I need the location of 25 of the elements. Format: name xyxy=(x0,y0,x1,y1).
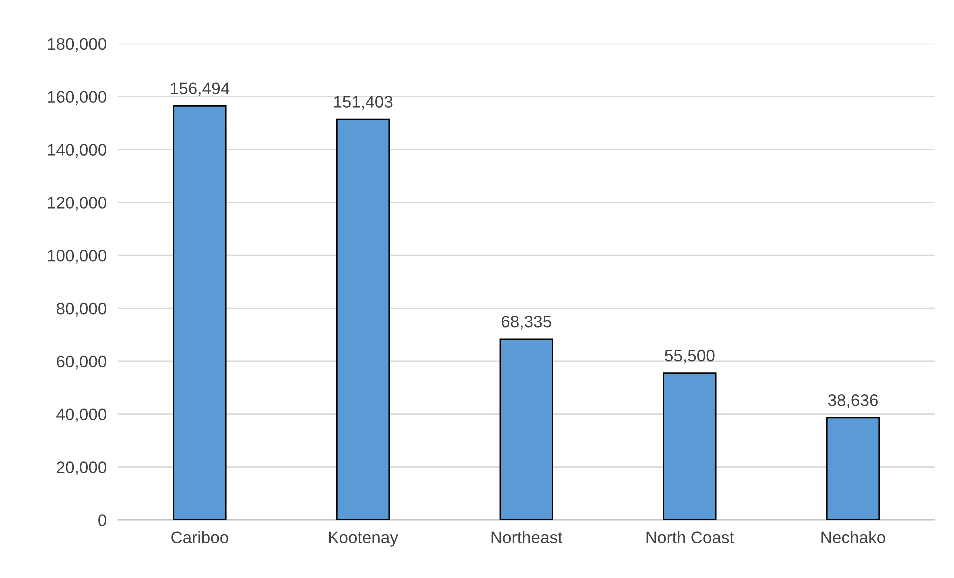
y-tick-label: 100,000 xyxy=(48,250,107,264)
y-tick-label: 60,000 xyxy=(57,356,107,370)
x-tick-label: Northeast xyxy=(492,531,563,544)
data-label: 55,500 xyxy=(665,350,715,364)
y-tick-label: 20,000 xyxy=(57,462,107,476)
data-label: 68,335 xyxy=(502,316,552,330)
y-tick-label: 180,000 xyxy=(48,38,107,52)
x-tick-label: North Coast xyxy=(646,531,734,544)
data-label: 151,403 xyxy=(334,96,393,110)
bar xyxy=(500,338,554,520)
y-tick-label: 80,000 xyxy=(56,302,107,317)
bar xyxy=(336,118,390,520)
x-tick-label: Nechako xyxy=(822,531,886,544)
bar xyxy=(663,372,717,520)
data-label: 38,636 xyxy=(828,394,878,408)
y-tick-label: 0 xyxy=(98,514,107,526)
y-tick-label: 160,000 xyxy=(48,91,107,106)
y-tick-label: 140,000 xyxy=(48,144,107,158)
y-tick-label: 40,000 xyxy=(56,408,107,423)
bar xyxy=(826,417,880,520)
bar xyxy=(173,105,227,520)
data-label: 156,494 xyxy=(171,82,230,96)
x-tick-label: Cariboo xyxy=(172,531,228,544)
x-tick-label: Kootenay xyxy=(329,532,398,547)
y-tick-label: 120,000 xyxy=(48,197,107,211)
